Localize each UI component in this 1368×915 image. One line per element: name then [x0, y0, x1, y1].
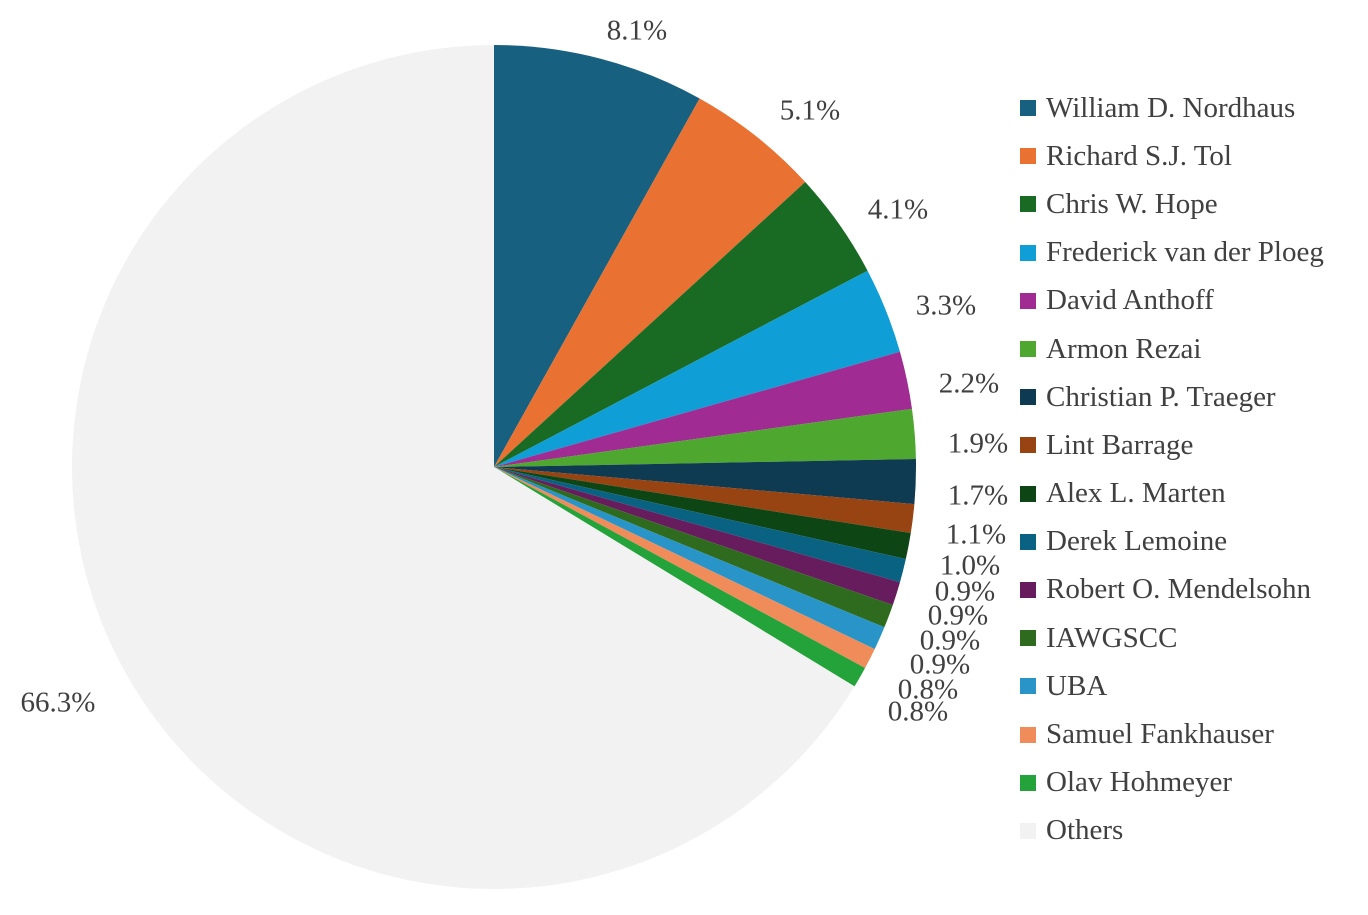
pie-slice-0 [494, 45, 700, 467]
pie-slice-2 [494, 182, 868, 467]
legend-swatch-10 [1020, 581, 1036, 598]
legend-item-8: Alex L. Marten [1020, 470, 1324, 518]
legend-item-7: Lint Barrage [1020, 421, 1324, 469]
pie-slice-10 [494, 467, 900, 605]
data-label-12: 0.9% [910, 649, 970, 681]
legend-label-7: Lint Barrage [1046, 428, 1194, 461]
legend-item-4: David Anthoff [1020, 277, 1324, 325]
pie-slice-3 [494, 270, 900, 467]
legend-swatch-7 [1020, 437, 1036, 454]
pie-slice-5 [494, 408, 916, 467]
legend-label-15: Others [1046, 814, 1124, 847]
data-label-14: 0.8% [888, 696, 948, 728]
data-label-1: 5.1% [780, 95, 840, 127]
pie-slice-11 [494, 467, 893, 628]
legend-item-14: Olav Hohmeyer [1020, 759, 1324, 807]
legend-label-9: Derek Lemoine [1046, 525, 1228, 558]
data-label-9: 0.9% [935, 576, 995, 608]
legend-item-0: William D. Nordhaus [1020, 84, 1324, 132]
legend-label-1: Richard S.J. Tol [1046, 139, 1232, 172]
data-label-5: 1.9% [948, 428, 1008, 460]
data-label-3: 3.3% [916, 290, 976, 322]
pie-slice-1 [494, 98, 806, 467]
legend-item-10: Robert O. Mendelsohn [1020, 566, 1324, 614]
legend-label-10: Robert O. Mendelsohn [1046, 573, 1311, 606]
pie-data-labels: 8.1%5.1%4.1%3.3%2.2%1.9%1.7%1.1%1.0%0.9%… [21, 15, 1009, 728]
data-label-13: 0.8% [898, 674, 958, 706]
legend-item-6: Christian P. Traeger [1020, 373, 1324, 421]
legend-item-3: Frederick van der Ploeg [1020, 229, 1324, 277]
legend-item-12: UBA [1020, 662, 1324, 710]
legend-swatch-0 [1020, 100, 1036, 117]
pie-slice-8 [494, 467, 911, 560]
legend-swatch-13 [1020, 726, 1036, 743]
pie-slice-15 [72, 45, 855, 889]
pie-slice-13 [494, 467, 875, 668]
data-label-2: 4.1% [868, 194, 928, 226]
legend-swatch-4 [1020, 292, 1036, 309]
legend-item-11: IAWGSCC [1020, 614, 1324, 662]
legend-swatch-8 [1020, 485, 1036, 502]
data-label-6: 1.7% [948, 480, 1008, 512]
legend-label-4: David Anthoff [1046, 284, 1214, 317]
legend-label-2: Chris W. Hope [1046, 187, 1218, 220]
data-label-7: 1.1% [946, 519, 1006, 551]
legend-swatch-6 [1020, 389, 1036, 406]
legend: William D. Nordhaus Richard S.J. Tol Chris… [1020, 84, 1324, 855]
legend-swatch-12 [1020, 678, 1036, 695]
pie-slice-6 [494, 459, 917, 505]
pie-slices [72, 45, 917, 889]
legend-swatch-9 [1020, 533, 1036, 550]
legend-label-14: Olav Hohmeyer [1046, 766, 1233, 799]
pie-slice-14 [494, 467, 866, 687]
legend-label-8: Alex L. Marten [1046, 477, 1226, 510]
data-label-10: 0.9% [928, 600, 988, 632]
legend-item-1: Richard S.J. Tol [1020, 132, 1324, 180]
legend-label-13: Samuel Fankhauser [1046, 718, 1274, 751]
legend-label-3: Frederick van der Ploeg [1046, 236, 1324, 269]
legend-item-2: Chris W. Hope [1020, 180, 1324, 228]
legend-swatch-5 [1020, 341, 1036, 358]
legend-swatch-2 [1020, 196, 1036, 213]
pie-slice-7 [494, 467, 915, 534]
legend-label-11: IAWGSCC [1046, 621, 1178, 654]
data-label-8: 1.0% [940, 550, 1000, 582]
legend-label-6: Christian P. Traeger [1046, 380, 1276, 413]
legend-label-5: Armon Rezai [1046, 332, 1202, 365]
data-label-15: 66.3% [21, 687, 96, 719]
legend-item-13: Samuel Fankhauser [1020, 710, 1324, 758]
legend-swatch-3 [1020, 244, 1036, 261]
legend-item-5: Armon Rezai [1020, 325, 1324, 373]
legend-swatch-15 [1020, 822, 1036, 839]
legend-label-12: UBA [1046, 669, 1108, 702]
pie-slice-9 [494, 467, 906, 583]
data-label-11: 0.9% [920, 625, 980, 657]
legend-swatch-11 [1020, 630, 1036, 647]
legend-swatch-1 [1020, 148, 1036, 165]
pie-slice-4 [494, 351, 912, 467]
legend-item-15: Others [1020, 807, 1324, 855]
data-label-0: 8.1% [607, 15, 667, 47]
legend-item-9: Derek Lemoine [1020, 518, 1324, 566]
data-label-4: 2.2% [939, 368, 999, 400]
legend-swatch-14 [1020, 774, 1036, 791]
legend-label-0: William D. Nordhaus [1046, 91, 1296, 124]
pie-slice-12 [494, 467, 885, 650]
